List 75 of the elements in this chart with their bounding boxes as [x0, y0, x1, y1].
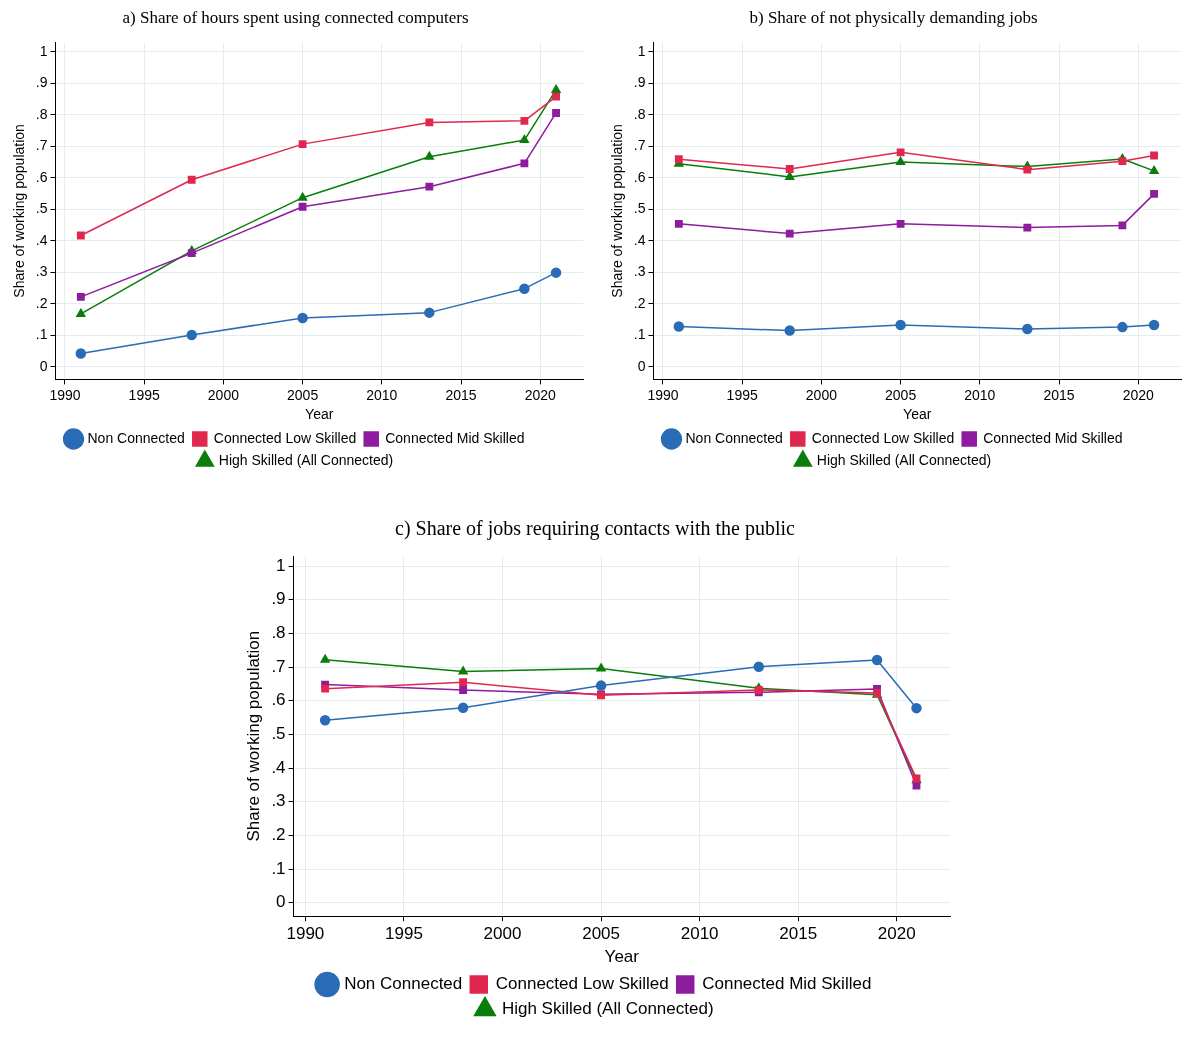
- legend-label: Connected Mid Skilled: [983, 429, 1123, 446]
- x-tick-label: 1995: [128, 386, 160, 403]
- legend-label: High Skilled (All Connected): [218, 451, 394, 468]
- y-axis-title: Share of working population: [11, 124, 28, 298]
- x-axis-title: Year: [604, 947, 639, 967]
- y-tick-label: .5: [35, 200, 48, 217]
- y-tick-label: .2: [270, 825, 286, 845]
- y-tick-label: .4: [35, 231, 48, 248]
- y-tick-label: .3: [633, 263, 646, 280]
- y-tick-label: .6: [633, 168, 646, 185]
- x-axis-title: Year: [903, 406, 932, 423]
- legend-label: Connected Mid Skilled: [701, 974, 871, 994]
- y-tick-label: .7: [270, 656, 286, 676]
- x-tick-label: 2010: [366, 386, 398, 403]
- y-tick-label: .1: [270, 858, 286, 878]
- x-tick-label: 2015: [1043, 386, 1075, 403]
- x-tick-label: 1990: [647, 386, 679, 403]
- y-tick-label: .7: [35, 137, 48, 154]
- y-tick-label: .7: [633, 137, 646, 154]
- x-tick-label: 2000: [805, 386, 838, 403]
- y-tick-label: .4: [270, 757, 286, 777]
- y-tick-label: .3: [270, 791, 286, 811]
- x-tick-label: 2000: [483, 924, 521, 944]
- y-tick-label: .8: [35, 105, 48, 122]
- x-tick-label: 2005: [885, 386, 917, 403]
- y-tick-label: .5: [633, 200, 646, 217]
- y-tick-label: .8: [270, 623, 286, 643]
- legend-label: Connected Low Skilled: [495, 974, 669, 994]
- y-tick-label: .9: [35, 74, 48, 91]
- y-tick-label: 1: [637, 42, 646, 59]
- y-tick-label: .5: [270, 724, 286, 744]
- chart-title: b) Share of not physically demanding jobs: [749, 7, 1038, 27]
- y-tick-label: 0: [275, 892, 286, 912]
- x-tick-label: 2020: [1122, 386, 1155, 403]
- y-tick-label: .9: [270, 589, 286, 609]
- y-tick-label: .4: [633, 231, 646, 248]
- legend-label: Non Connected: [685, 429, 783, 446]
- x-tick-label: 2020: [877, 924, 916, 944]
- legend-label: High Skilled (All Connected): [501, 999, 714, 1019]
- y-tick-label: .6: [270, 690, 286, 710]
- y-axis-title: Share of working population: [609, 124, 626, 298]
- legend-label: Non Connected: [87, 429, 185, 446]
- chart-title: c) Share of jobs requiring contacts with the public: [394, 517, 795, 541]
- x-tick-label: 2005: [287, 386, 319, 403]
- legend-label: Connected Mid Skilled: [385, 429, 525, 446]
- y-axis-title: Share of working population: [243, 630, 263, 842]
- y-tick-label: .9: [633, 74, 646, 91]
- legend-label: Connected Low Skilled: [213, 429, 357, 446]
- x-tick-label: 2010: [680, 924, 719, 944]
- y-tick-label: .3: [35, 263, 48, 280]
- y-tick-label: .2: [35, 294, 48, 311]
- legend-label: High Skilled (All Connected): [816, 451, 992, 468]
- y-tick-label: .1: [35, 326, 48, 343]
- y-tick-label: 1: [39, 42, 48, 59]
- y-tick-label: 0: [637, 357, 646, 374]
- chart-title: a) Share of hours spent using connected computers: [122, 7, 469, 27]
- legend-label: Connected Low Skilled: [811, 429, 955, 446]
- y-tick-label: 1: [275, 555, 286, 575]
- x-tick-label: 2015: [445, 386, 477, 403]
- y-tick-label: 0: [39, 357, 48, 374]
- x-tick-label: 1995: [384, 924, 423, 944]
- legend-label: Non Connected: [343, 974, 462, 994]
- x-tick-label: 2020: [524, 386, 557, 403]
- x-tick-label: 2005: [581, 924, 620, 944]
- x-tick-label: 1995: [726, 386, 758, 403]
- y-tick-label: .6: [35, 168, 48, 185]
- x-tick-label: 2000: [207, 386, 240, 403]
- x-tick-label: 1990: [285, 924, 324, 944]
- x-tick-label: 1990: [49, 386, 81, 403]
- y-tick-label: .1: [633, 326, 646, 343]
- y-tick-label: .2: [633, 294, 646, 311]
- x-axis-title: Year: [305, 406, 334, 423]
- x-tick-label: 2015: [778, 924, 817, 944]
- y-tick-label: .8: [633, 105, 646, 122]
- x-tick-label: 2010: [964, 386, 996, 403]
